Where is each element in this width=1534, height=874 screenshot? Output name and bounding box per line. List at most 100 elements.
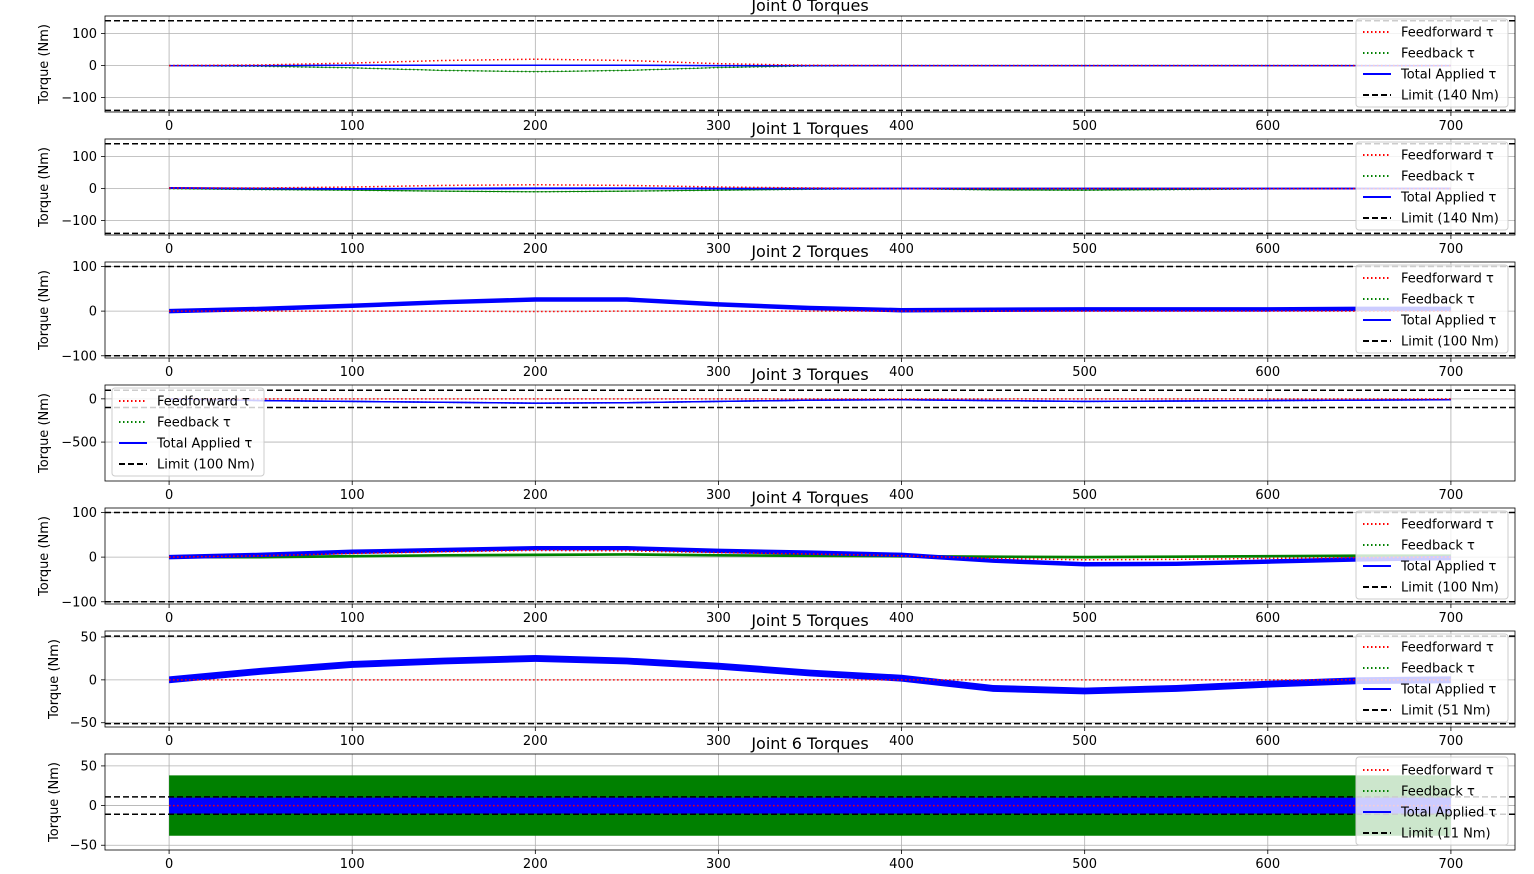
legend-label: Limit (140 Nm) — [1401, 89, 1499, 104]
x-tick-label: 500 — [1072, 611, 1097, 626]
x-tick-label: 0 — [165, 857, 173, 872]
subplot-joint-6: 0 100 200 300 400 500 600 700 −50 0 50 Torque (Nm) J… — [47, 734, 1516, 872]
legend-label: Total Applied τ — [1400, 560, 1496, 575]
x-tick-label: 400 — [889, 734, 914, 749]
x-tick-label: 600 — [1255, 611, 1280, 626]
plot-area — [105, 265, 1515, 357]
y-tick-label: −50 — [70, 716, 97, 731]
series-feedback — [169, 64, 1451, 73]
legend-label: Feedforward τ — [1401, 272, 1494, 287]
y-axis-label: Torque (Nm) — [37, 393, 52, 474]
y-tick-label: 0 — [89, 59, 97, 74]
x-tick-label: 700 — [1438, 488, 1463, 503]
legend: Feedforward τ Feedback τ Total Applied τ Li… — [1355, 264, 1509, 354]
legend-label: Limit (100 Nm) — [1401, 335, 1499, 350]
x-tick-label: 700 — [1438, 611, 1463, 626]
series-total — [169, 298, 1451, 312]
subplot-joint-3: 0 100 200 300 400 500 600 700 −500 0 Torque (Nm) Jo… — [37, 365, 1516, 503]
legend-label: Feedforward τ — [1401, 26, 1494, 41]
y-tick-label: 50 — [80, 759, 97, 774]
legend-label: Feedforward τ — [157, 395, 250, 410]
x-tick-label: 700 — [1438, 242, 1463, 257]
y-axis-label: Torque (Nm) — [37, 516, 52, 597]
x-tick-label: 100 — [340, 365, 365, 380]
x-tick-label: 300 — [706, 365, 731, 380]
y-tick-label: 50 — [80, 631, 97, 646]
series-total — [169, 398, 1451, 404]
legend-label: Feedforward τ — [1401, 149, 1494, 164]
x-tick-label: 500 — [1072, 488, 1097, 503]
legend-label: Limit (100 Nm) — [1401, 581, 1499, 596]
x-tick-label: 200 — [523, 488, 548, 503]
legend-box — [1355, 264, 1509, 354]
x-tick-label: 100 — [340, 734, 365, 749]
x-tick-label: 300 — [706, 611, 731, 626]
subplot-joint-2: 0 100 200 300 400 500 600 700 −100 0 100 Torque (Nm… — [37, 242, 1516, 380]
legend-label: Feedforward τ — [1401, 641, 1494, 656]
legend-box — [1355, 633, 1509, 723]
legend: Feedforward τ Feedback τ Total Applied τ Li… — [111, 387, 265, 477]
y-tick-label: −100 — [61, 349, 97, 364]
x-tick-label: 400 — [889, 857, 914, 872]
x-tick-label: 0 — [165, 242, 173, 257]
x-tick-label: 700 — [1438, 119, 1463, 134]
x-tick-label: 300 — [706, 734, 731, 749]
x-tick-label: 600 — [1255, 242, 1280, 257]
axes-frame — [104, 507, 1516, 605]
x-tick-label: 0 — [165, 611, 173, 626]
y-tick-label: 100 — [72, 506, 97, 521]
legend-label: Feedback τ — [1401, 539, 1475, 554]
x-tick-label: 200 — [523, 611, 548, 626]
x-tick-label: 200 — [523, 242, 548, 257]
legend: Feedforward τ Feedback τ Total Applied τ Li… — [1355, 756, 1509, 846]
legend-label: Limit (51 Nm) — [1401, 704, 1491, 719]
series-feedforward — [169, 549, 1451, 561]
legend-label: Limit (100 Nm) — [157, 458, 255, 473]
legend-label: Total Applied τ — [1400, 191, 1496, 206]
y-tick-label: −100 — [61, 595, 97, 610]
x-tick-label: 200 — [523, 365, 548, 380]
x-tick-label: 400 — [889, 488, 914, 503]
subplot-title: Joint 6 Torques — [750, 734, 868, 753]
legend-label: Total Applied τ — [1400, 806, 1496, 821]
y-tick-label: 0 — [89, 182, 97, 197]
subplot-joint-0: 0 100 200 300 400 500 600 700 −100 0 100 Torque (Nm… — [37, 0, 1516, 134]
subplot-joint-1: 0 100 200 300 400 500 600 700 −100 0 100 Torque (Nm… — [37, 119, 1516, 257]
x-tick-label: 600 — [1255, 857, 1280, 872]
axes-frame — [104, 15, 1516, 113]
x-tick-label: 300 — [706, 242, 731, 257]
y-tick-label: 100 — [72, 150, 97, 165]
plot-area — [105, 635, 1515, 725]
series-total-envelope — [169, 655, 1451, 695]
y-tick-label: −50 — [70, 839, 97, 854]
y-tick-label: −500 — [61, 436, 97, 451]
subplot-title: Joint 1 Torques — [750, 119, 868, 138]
y-axis-label: Torque (Nm) — [47, 762, 62, 843]
y-tick-label: 100 — [72, 27, 97, 42]
x-tick-label: 400 — [889, 611, 914, 626]
legend-label: Feedback τ — [157, 416, 231, 431]
x-tick-label: 100 — [340, 611, 365, 626]
x-tick-label: 0 — [165, 734, 173, 749]
x-tick-label: 100 — [340, 242, 365, 257]
legend-label: Total Applied τ — [156, 437, 252, 452]
legend-label: Total Applied τ — [1400, 314, 1496, 329]
x-tick-label: 500 — [1072, 119, 1097, 134]
x-tick-label: 500 — [1072, 857, 1097, 872]
subplot-title: Joint 3 Torques — [750, 365, 868, 384]
legend-label: Feedforward τ — [1401, 518, 1494, 533]
axes-frame — [104, 384, 1516, 482]
axes-frame — [104, 138, 1516, 236]
plot-area — [105, 143, 1515, 235]
x-tick-label: 0 — [165, 365, 173, 380]
x-tick-label: 200 — [523, 734, 548, 749]
legend-label: Feedback τ — [1401, 170, 1475, 185]
legend-box — [1355, 18, 1509, 108]
series-feedforward — [169, 58, 1451, 67]
legend-box — [1355, 756, 1509, 846]
subplot-title: Joint 0 Torques — [750, 0, 868, 15]
series-total — [169, 657, 1451, 692]
y-tick-label: 0 — [89, 799, 97, 814]
x-tick-label: 700 — [1438, 365, 1463, 380]
